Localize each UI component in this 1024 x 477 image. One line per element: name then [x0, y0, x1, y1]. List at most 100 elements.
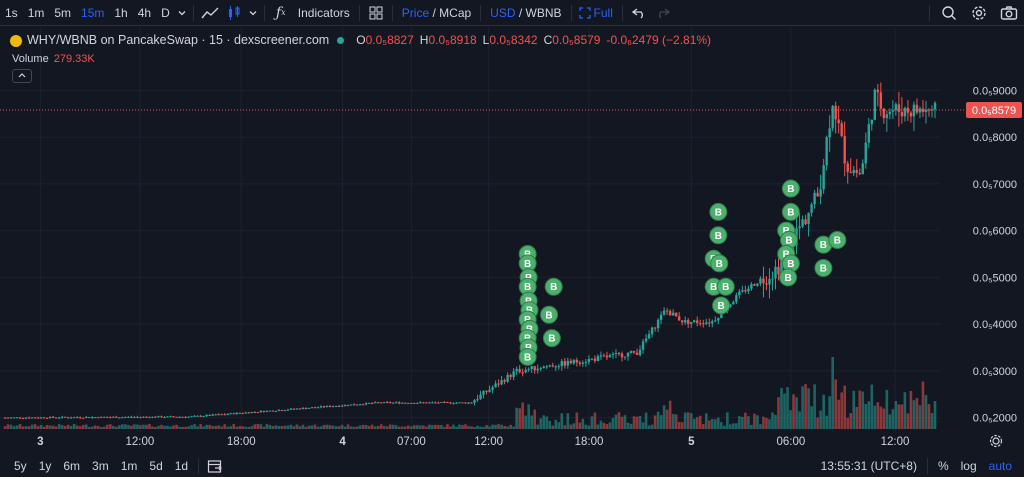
buy-marker[interactable]: B — [779, 268, 798, 287]
volume-bar — [379, 424, 383, 429]
buy-marker[interactable]: B — [716, 277, 735, 296]
candle-body — [801, 219, 804, 227]
volume-bar — [840, 392, 843, 429]
indicators-button[interactable]: Indicators — [297, 5, 350, 20]
candle-body — [608, 355, 612, 358]
price-chart[interactable]: BBBBBBBBBBBBBBBBBBBBBBBBBBBBBBB 0.0₅9000… — [0, 27, 1024, 452]
buy-marker[interactable]: B — [781, 202, 800, 221]
undo-icon[interactable] — [627, 1, 651, 25]
token-logo-icon — [10, 35, 22, 47]
volume-bar — [867, 401, 871, 429]
candle-body — [879, 92, 883, 109]
volume-bar — [187, 426, 190, 429]
candle-body — [659, 314, 663, 320]
buy-marker-circle — [781, 202, 800, 221]
buy-marker[interactable]: B — [518, 347, 537, 366]
volume-bar — [834, 379, 837, 429]
interval-4h[interactable]: 4h — [137, 5, 152, 20]
chevron-down-icon[interactable] — [175, 1, 189, 25]
range-1d[interactable]: 1d — [174, 459, 189, 473]
range-5d[interactable]: 5d — [149, 459, 163, 473]
currency-toggle[interactable]: USD / WBNB — [490, 5, 562, 20]
redo-icon[interactable] — [651, 1, 675, 25]
wbnb-option[interactable]: WBNB — [525, 5, 562, 20]
candle-body — [202, 416, 205, 418]
volume-bar — [121, 424, 124, 429]
buy-marker[interactable]: B — [814, 235, 833, 254]
usd-option[interactable]: USD — [490, 5, 516, 20]
candle-body — [115, 416, 118, 418]
gear-icon[interactable] — [989, 434, 1003, 448]
candle-body — [307, 407, 311, 409]
volume-bar — [39, 425, 43, 429]
symbol-title[interactable]: WHY/WBNB on PancakeSwap · 15 · dexscreen… — [27, 33, 330, 47]
buy-marker[interactable]: B — [814, 259, 833, 278]
volume-bar — [485, 425, 488, 429]
log-toggle[interactable]: log — [960, 459, 977, 473]
camera-icon[interactable] — [994, 1, 1024, 25]
interval-1m[interactable]: 1m — [27, 5, 45, 20]
candle-body — [888, 111, 892, 115]
range-6m[interactable]: 6m — [63, 459, 81, 473]
time-axis[interactable]: 3 12:00 18:00 4 07:00 12:00 18:00 5 06:00 12:00 — [37, 436, 909, 448]
candle-body — [626, 352, 630, 357]
gear-icon[interactable] — [964, 1, 994, 25]
chevron-down-icon[interactable] — [246, 1, 260, 25]
buy-marker[interactable]: B — [540, 305, 559, 324]
candle-body — [846, 163, 849, 172]
candle-body — [346, 404, 350, 406]
auto-toggle[interactable]: auto — [988, 459, 1012, 473]
volume-bar — [747, 416, 750, 429]
buy-marker[interactable]: B — [712, 296, 731, 315]
mcap-option[interactable]: MCap — [439, 5, 472, 20]
range-5y[interactable]: 5y — [14, 459, 27, 473]
interval-1d[interactable]: D — [161, 5, 170, 20]
volume-bar — [100, 426, 103, 429]
candle-body — [193, 415, 196, 417]
buy-marker[interactable]: B — [542, 329, 561, 348]
fullscreen-icon[interactable] — [576, 1, 594, 25]
interval-1s[interactable]: 1s — [5, 5, 18, 20]
candlestick-icon[interactable] — [222, 1, 246, 25]
buy-markers[interactable]: BBBBBBBBBBBBBBBBBBBBBBBBBBBBBBB — [518, 179, 847, 366]
price-axis[interactable]: 0.0₅9000 0.0₅8000 0.0₅7000 0.0₅6000 0.0₅5000… — [973, 85, 1017, 424]
buy-marker[interactable]: B — [710, 254, 729, 273]
range-1y[interactable]: 1y — [38, 459, 52, 473]
volume-bar — [21, 426, 25, 429]
volume-bar — [735, 423, 738, 429]
percent-toggle[interactable]: % — [937, 459, 949, 473]
candle-body — [15, 417, 19, 419]
clock-time[interactable]: 13:55:31 (UTC+8) — [820, 459, 917, 473]
calendar-goto-icon[interactable] — [203, 454, 227, 477]
full-button[interactable]: Full — [593, 5, 613, 20]
volume-bar — [286, 425, 290, 429]
candle-body — [404, 402, 407, 404]
volume-bar — [175, 424, 178, 429]
candle-body — [488, 389, 491, 392]
buy-marker[interactable]: B — [781, 179, 800, 198]
price-mcap-toggle[interactable]: Price / MCap — [401, 5, 472, 20]
candle-body — [428, 402, 431, 404]
candle-body — [42, 417, 46, 419]
line-chart-icon[interactable] — [198, 1, 222, 25]
range-1m[interactable]: 1m — [120, 459, 138, 473]
interval-1h[interactable]: 1h — [114, 5, 128, 20]
buy-marker[interactable]: B — [709, 202, 728, 221]
candle-body — [232, 413, 235, 415]
price-option[interactable]: Price — [401, 5, 430, 20]
layout-grid-icon[interactable] — [364, 1, 388, 25]
volume-bar — [509, 424, 512, 429]
search-icon[interactable] — [934, 1, 964, 25]
volume-bar — [416, 425, 419, 429]
buy-marker[interactable]: B — [828, 230, 847, 249]
range-3m[interactable]: 3m — [92, 459, 109, 473]
buy-marker[interactable]: B — [544, 277, 563, 296]
buy-marker[interactable]: B — [709, 226, 728, 245]
candle-body — [506, 374, 509, 382]
collapse-legend-button[interactable] — [12, 69, 32, 83]
candle-body — [539, 368, 542, 370]
toolbar-divider — [480, 4, 482, 21]
interval-5m[interactable]: 5m — [54, 5, 72, 20]
interval-15m[interactable]: 15m — [81, 5, 105, 20]
